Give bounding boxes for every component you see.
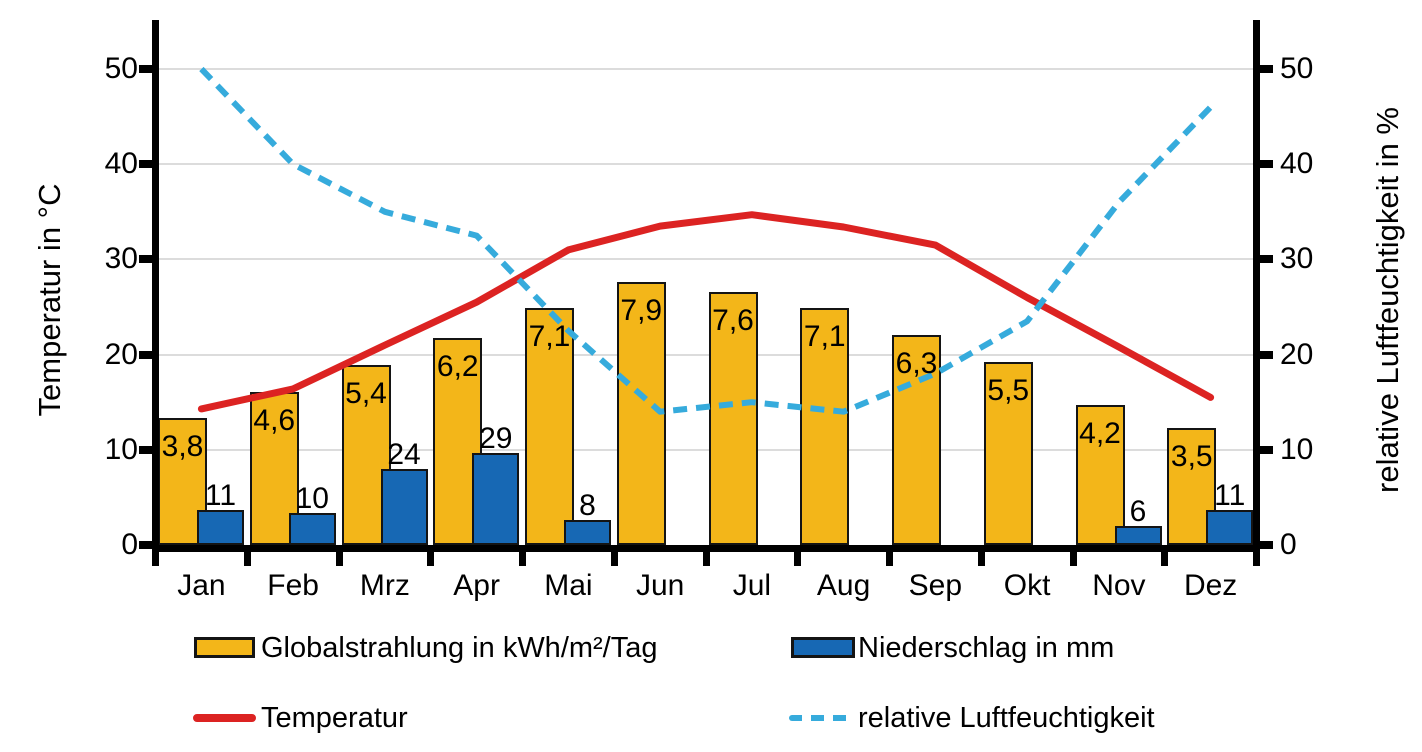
legend-swatch-humidity xyxy=(789,715,855,721)
y-axis-tick-label-right: 50 xyxy=(1280,52,1314,85)
legend-swatch-precipitation xyxy=(791,637,855,658)
y-axis-tick-label-left: 50 xyxy=(104,52,138,85)
bar-value-label: 11 xyxy=(1214,479,1246,513)
right-axis xyxy=(1253,20,1260,552)
right-axis-tick xyxy=(1260,255,1273,264)
y-axis-tick-label-left: 10 xyxy=(104,432,138,466)
month-label-mrz: Mrz xyxy=(359,569,410,602)
left-axis-tick xyxy=(139,541,152,549)
x-axis-tick xyxy=(886,552,893,566)
month-label-sep: Sep xyxy=(908,569,963,602)
bar-value-label: 8 xyxy=(579,488,596,522)
right-axis-tick xyxy=(1260,445,1273,454)
y-axis-tick-label-left: 30 xyxy=(104,242,138,276)
legend-swatch-temperature xyxy=(193,714,256,722)
x-axis-tick xyxy=(519,552,526,566)
right-axis-tick xyxy=(1260,160,1273,169)
y-axis-tick-label-left: 40 xyxy=(104,147,138,181)
bar-value-label: 3,5 xyxy=(1170,440,1213,474)
left-axis-tick xyxy=(139,160,152,169)
precipitation-bar xyxy=(288,513,336,545)
bar-value-label: 7,1 xyxy=(803,320,846,354)
right-axis-tick xyxy=(1260,350,1273,359)
month-label-okt: Okt xyxy=(1003,569,1051,602)
x-axis-tick xyxy=(1161,552,1169,566)
bar-value-label: 6,2 xyxy=(436,350,479,384)
right-axis-tick xyxy=(1260,541,1273,549)
month-label-dez: Dez xyxy=(1183,569,1238,602)
legend-swatch-global-radiation xyxy=(194,637,255,658)
x-axis-tick xyxy=(702,552,710,566)
y-axis-tick-label-right: 20 xyxy=(1280,337,1314,371)
y-axis-tick-label-right: 30 xyxy=(1280,242,1314,276)
bar-value-label: 6,3 xyxy=(895,347,938,381)
bar-value-label: 24 xyxy=(387,437,421,471)
legend-label-precipitation: Niederschlag in mm xyxy=(858,632,1115,664)
month-label-feb: Feb xyxy=(267,569,319,602)
month-label-jan: Jan xyxy=(177,569,226,602)
bar-value-label: 7,9 xyxy=(620,293,663,327)
month-label-jun: Jun xyxy=(635,569,685,602)
x-axis-tick xyxy=(610,552,618,566)
month-label-jul: Jul xyxy=(732,569,772,602)
bar-value-label: 7,6 xyxy=(712,303,754,337)
bar-value-label: 4,2 xyxy=(1079,417,1121,451)
precipitation-bar xyxy=(197,510,244,545)
gridline-10 xyxy=(155,448,1257,451)
left-axis-tick xyxy=(139,445,152,454)
x-axis-tick xyxy=(427,552,435,566)
bar-value-label: 7,1 xyxy=(528,320,571,354)
month-label-nov: Nov xyxy=(1092,569,1146,602)
x-axis-tick xyxy=(794,552,802,566)
month-label-aug: Aug xyxy=(816,569,871,602)
x-axis-tick xyxy=(152,552,159,566)
x-axis-tick xyxy=(1069,552,1077,566)
bar-value-label: 5,4 xyxy=(345,377,387,411)
global-radiation-bar xyxy=(1075,405,1125,545)
legend-label-temperature: Temperatur xyxy=(261,702,408,734)
month-label-apr: Apr xyxy=(453,569,500,602)
x-axis-tick xyxy=(335,552,343,566)
left-axis-tick xyxy=(139,255,152,264)
right-axis-tick xyxy=(1260,65,1273,73)
y-axis-tick-label-right: 0 xyxy=(1280,528,1297,561)
month-label-mai: Mai xyxy=(544,569,593,602)
y-axis-tick-label-left: 20 xyxy=(104,337,138,371)
x-axis-tick xyxy=(243,552,251,566)
legend-label-humidity: relative Luftfeuchtigkeit xyxy=(858,702,1155,734)
precipitation-bar xyxy=(380,468,428,545)
legend-label-global-radiation: Globalstrahlung in kWh/m²/Tag xyxy=(261,632,658,664)
bar-value-label: 5,5 xyxy=(987,373,1030,407)
y-axis-tick-label-right: 10 xyxy=(1280,432,1314,466)
left-axis-tick xyxy=(139,65,152,73)
bar-value-label: 10 xyxy=(295,482,329,516)
bar-value-label: 29 xyxy=(479,421,513,455)
precipitation-bar xyxy=(1206,510,1254,545)
precipitation-bar xyxy=(472,452,520,545)
left-axis xyxy=(152,20,159,552)
x-axis-tick xyxy=(977,552,985,566)
x-axis-tick xyxy=(1253,552,1260,566)
precipitation-bar xyxy=(1114,525,1162,545)
precipitation-bar xyxy=(564,519,611,545)
bottom-axis xyxy=(152,545,1260,552)
bar-value-label: 11 xyxy=(204,479,237,513)
bar-value-label: 6 xyxy=(1129,494,1147,528)
bar-value-label: 3,8 xyxy=(161,430,204,464)
left-axis-tick xyxy=(139,350,152,359)
y-axis-tick-label-left: 0 xyxy=(121,528,138,561)
bar-value-label: 4,6 xyxy=(253,403,296,437)
y-axis-tick-label-right: 40 xyxy=(1280,147,1314,181)
